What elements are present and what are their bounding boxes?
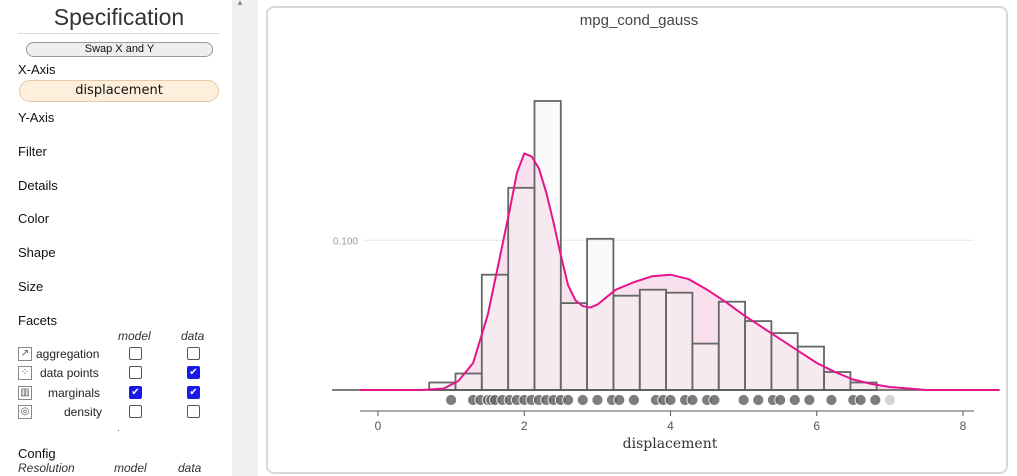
data-point: [664, 394, 677, 406]
histogram-bar: [454, 372, 483, 391]
size-shelf[interactable]: Size: [18, 279, 44, 294]
config-col-resolution: Resolution: [18, 461, 75, 475]
data-point: [591, 394, 604, 406]
x-tick-label: 4: [667, 419, 674, 433]
aggregation-data-checkbox[interactable]: [187, 347, 200, 360]
histogram-bar: [480, 273, 510, 391]
scatter-icon: ⁘: [18, 366, 32, 380]
details-shelf[interactable]: Details: [18, 178, 58, 193]
facet-name: aggregation: [36, 347, 100, 361]
histogram-bar: [612, 294, 641, 391]
chart-panel: mpg_cond_gauss 0.100 0 2 4 6 8 displacement: [266, 6, 1008, 474]
data-point: [613, 394, 626, 406]
x-tick-label: 8: [960, 419, 967, 433]
facets-col-data: data: [181, 329, 205, 343]
line-chart-icon: ↗: [18, 347, 32, 361]
data-point: [825, 394, 838, 406]
x-axis-field-pill[interactable]: displacement: [19, 80, 219, 102]
histogram-bar: [507, 186, 536, 391]
density-chart: mpg_cond_gauss 0.100 0 2 4 6 8 displacement: [332, 12, 1000, 452]
data-point: [445, 394, 458, 406]
density-icon: ◎: [18, 405, 32, 419]
histogram-bar: [717, 300, 746, 391]
histogram-bar: [823, 371, 852, 391]
data-point: [803, 394, 816, 406]
x-axis-label: X-Axis: [18, 62, 56, 77]
swap-xy-button[interactable]: Swap X and Y: [26, 42, 213, 57]
histogram-bar: [691, 342, 720, 391]
data-point: [686, 394, 699, 406]
scroll-up-icon[interactable]: ▲: [236, 0, 244, 7]
sidebar-title: Specification: [18, 2, 220, 34]
x-tick-label: 2: [521, 419, 528, 433]
density-area: [359, 153, 1000, 390]
x-axis-title: displacement: [623, 436, 718, 452]
marginals-icon: ▥: [18, 386, 32, 400]
data-points-model-checkbox[interactable]: [129, 366, 142, 379]
x-tick-label: 6: [813, 419, 820, 433]
density-curve: [359, 152, 1000, 391]
data-point: [737, 394, 750, 406]
marginals-data-checkbox[interactable]: ✔: [187, 386, 200, 399]
facet-row-aggregation: ↗ aggregation: [18, 346, 218, 364]
config-col-model: model: [114, 461, 147, 475]
histogram-bar: [533, 100, 562, 391]
x-tick-label: 0: [375, 419, 382, 433]
specification-sidebar: Specification Swap X and Y X-Axis displa…: [0, 0, 232, 476]
marginals-model-checkbox[interactable]: ✔: [129, 386, 142, 399]
facets-label: Facets: [18, 313, 58, 328]
histogram-bar: [638, 288, 667, 391]
data-point: [562, 394, 575, 406]
facet-row-density: ◎ density: [18, 404, 218, 422]
config-label: Config: [18, 446, 56, 461]
data-point: [708, 394, 721, 406]
filter-shelf[interactable]: Filter: [18, 144, 47, 159]
chart-title: mpg_cond_gauss: [580, 12, 698, 29]
color-shelf[interactable]: Color: [18, 211, 50, 226]
facet-name: marginals: [48, 386, 101, 400]
data-points-data-checkbox[interactable]: ✔: [187, 366, 200, 379]
sidebar-scrollbar[interactable]: ▲: [232, 0, 258, 476]
density-model-checkbox[interactable]: [129, 405, 142, 418]
histogram-bar: [744, 320, 773, 391]
facet-name: data points: [40, 366, 99, 380]
data-point: [576, 394, 589, 406]
facets-col-model: model: [118, 329, 151, 343]
histogram-bar: [559, 302, 588, 391]
facet-row-marginals: ▥ marginals ✔ ✔: [18, 385, 218, 403]
data-point: [884, 394, 896, 406]
data-point: [774, 394, 787, 406]
histogram-bar: [665, 291, 694, 391]
config-col-data: data: [178, 461, 202, 475]
data-point: [869, 394, 882, 406]
shape-shelf[interactable]: Shape: [18, 245, 56, 260]
aggregation-model-checkbox[interactable]: [129, 347, 142, 360]
resize-dot: .: [117, 423, 120, 434]
data-point: [854, 394, 867, 406]
y-tick-label: 0.100: [333, 236, 358, 247]
facet-row-data-points: ⁘ data points ✔: [18, 365, 218, 383]
data-point: [788, 394, 801, 406]
density-data-checkbox[interactable]: [187, 405, 200, 418]
y-axis-shelf[interactable]: Y-Axis: [18, 110, 55, 125]
data-point: [627, 394, 640, 406]
data-point: [752, 394, 765, 406]
histogram-bar: [586, 237, 615, 391]
facet-name: density: [64, 405, 103, 419]
